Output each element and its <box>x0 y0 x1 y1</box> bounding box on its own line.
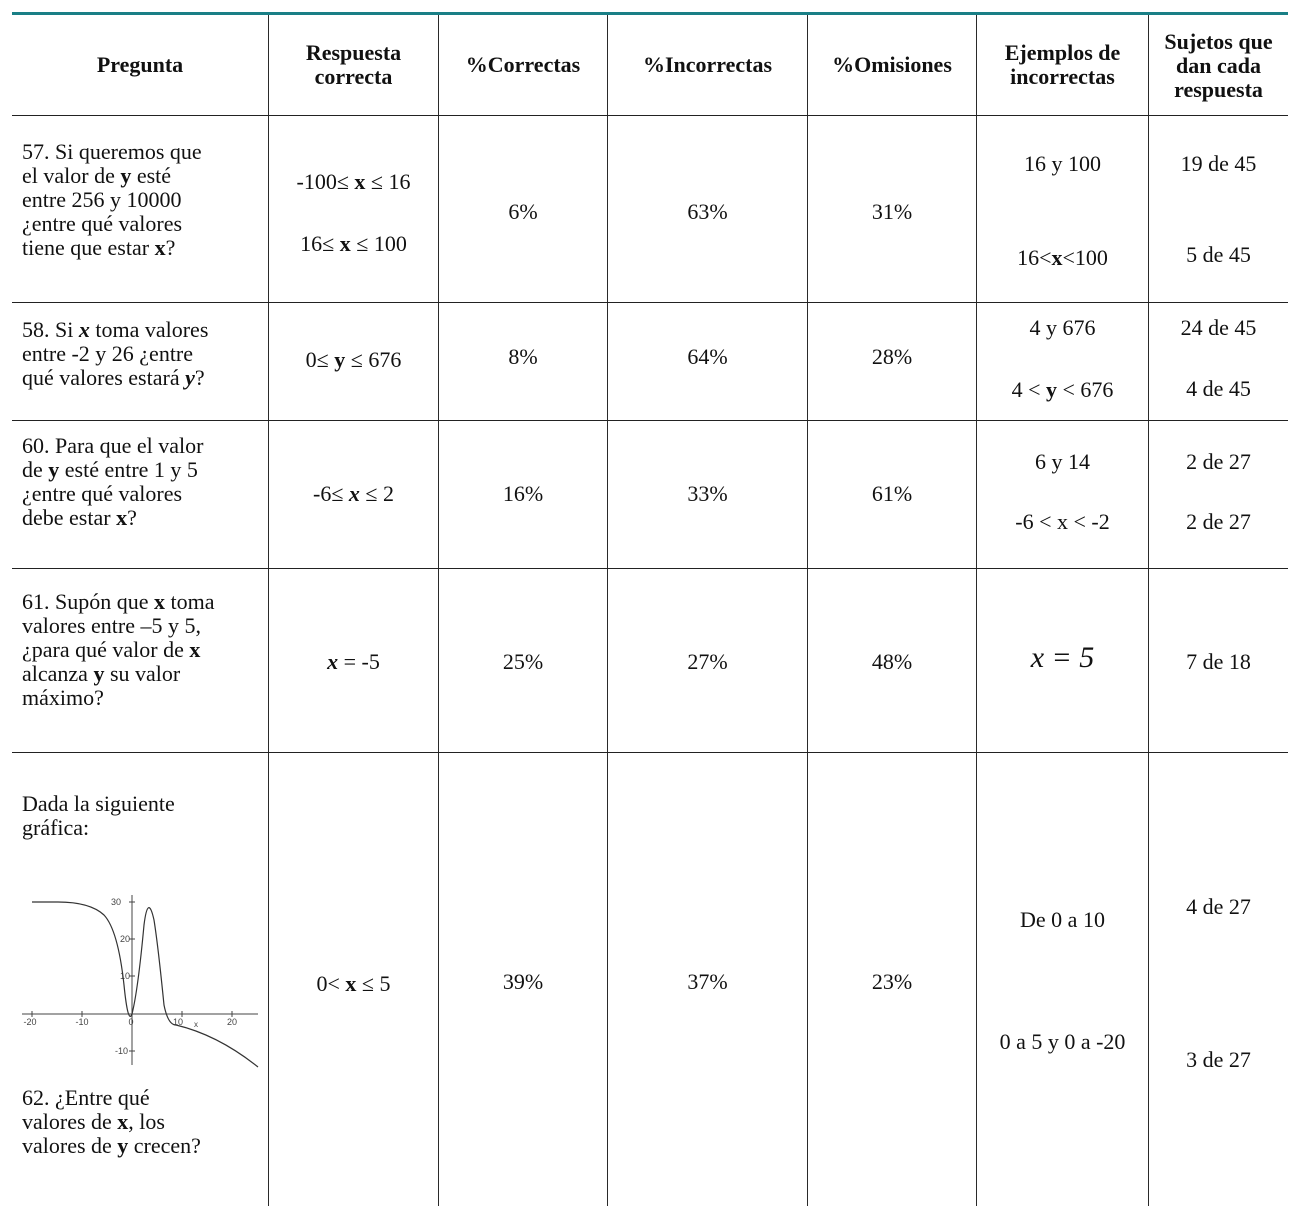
row-divider <box>12 752 1288 753</box>
ejemplo-62-b: 0 a 5 y 0 a -20 <box>999 1029 1126 1054</box>
answer-57-a: -100≤ x ≤ 16 <box>296 169 411 194</box>
omisiones-57: 31% <box>871 199 913 224</box>
row-divider <box>12 115 1288 116</box>
sujetos-62-b: 3 de 27 <box>1186 1047 1251 1072</box>
graph-x-tick: -10 <box>75 1017 88 1027</box>
row-divider <box>12 302 1288 303</box>
column-divider <box>976 15 977 1206</box>
omisiones-58: 28% <box>871 344 913 369</box>
answer-60: -6≤ x ≤ 2 <box>313 481 394 506</box>
answer-58: 0≤ y ≤ 676 <box>305 347 402 372</box>
column-divider <box>438 15 439 1206</box>
omisiones-62: 23% <box>871 969 913 994</box>
row-divider <box>12 420 1288 421</box>
header-omisiones: %Omisiones <box>832 52 952 77</box>
sujetos-60-b: 2 de 27 <box>1186 509 1251 534</box>
ejemplo-58-b: 4 < y < 676 <box>1011 377 1114 402</box>
graph-y-tick: 10 <box>120 971 130 981</box>
sujetos-58-b: 4 de 45 <box>1186 376 1251 401</box>
header-pregunta: Pregunta <box>96 52 184 77</box>
sujetos-61: 7 de 18 <box>1186 649 1251 674</box>
function-graph: -20 -10 0 10 20 x 30 20 10 -10 <box>22 895 259 1068</box>
question-58: 58. Si x toma valores entre -2 y 26 ¿ent… <box>22 317 209 390</box>
answer-57-b: 16≤ x ≤ 100 <box>300 231 407 256</box>
header-correctas: %Correctas <box>465 52 581 77</box>
ejemplo-60-a: 6 y 14 <box>1035 449 1090 474</box>
ejemplo-62-a: De 0 a 10 <box>1020 907 1105 932</box>
header-ejemplos: Ejemplos de incorrectas <box>1004 40 1121 89</box>
graph-x-label: x <box>194 1020 198 1029</box>
question-62: 62. ¿Entre qué valores de x, los valores… <box>22 1085 201 1158</box>
column-divider <box>807 15 808 1206</box>
ejemplo-58-a: 4 y 676 <box>1029 315 1096 340</box>
omisiones-60: 61% <box>871 481 913 506</box>
ejemplo-57-b: 16<x<100 <box>1017 245 1108 270</box>
answer-62: 0< x ≤ 5 <box>316 971 391 996</box>
column-divider <box>607 15 608 1206</box>
graph-y-tick: -10 <box>115 1046 128 1056</box>
header-sujetos: Sujetos que dan cada respuesta <box>1164 29 1273 102</box>
correctas-62: 39% <box>502 969 544 994</box>
correctas-61: 25% <box>502 649 544 674</box>
incorrectas-57: 63% <box>687 199 728 224</box>
header-respuesta-correcta: Respuesta correcta <box>305 40 402 89</box>
header-incorrectas: %Incorrectas <box>642 52 773 77</box>
column-divider <box>1148 15 1149 1206</box>
graph-x-tick: 0 <box>128 1017 133 1027</box>
incorrectas-61: 27% <box>687 649 728 674</box>
ejemplo-57-a: 16 y 100 <box>1024 151 1101 176</box>
incorrectas-62: 37% <box>687 969 728 994</box>
omisiones-61: 48% <box>871 649 913 674</box>
graph-y-tick: 20 <box>120 934 130 944</box>
question-61: 61. Supón que x toma valores entre –5 y … <box>22 589 215 710</box>
correctas-57: 6% <box>508 199 538 224</box>
graph-x-tick: 10 <box>173 1017 183 1027</box>
graph-y-tick: 30 <box>111 897 121 907</box>
correctas-60: 16% <box>502 481 544 506</box>
graph-x-tick: -20 <box>23 1017 36 1027</box>
question-62-intro: Dada la siguiente gráfica: <box>22 791 175 840</box>
question-60: 60. Para que el valor de y esté entre 1 … <box>22 433 204 530</box>
graph-curve <box>32 901 259 1068</box>
incorrectas-60: 33% <box>687 481 728 506</box>
question-57: 57. Si queremos que el valor de y esté e… <box>22 139 202 260</box>
incorrectas-58: 64% <box>687 344 728 369</box>
row-divider <box>12 568 1288 569</box>
column-divider <box>268 15 269 1206</box>
ejemplo-61: x = 5 <box>1030 641 1095 674</box>
sujetos-58-a: 24 de 45 <box>1180 315 1257 340</box>
answer-61: x = -5 <box>327 649 380 674</box>
graph-x-tick: 20 <box>227 1017 237 1027</box>
correctas-58: 8% <box>508 344 538 369</box>
table-top-rule <box>12 12 1288 15</box>
sujetos-62-a: 4 de 27 <box>1186 894 1251 919</box>
sujetos-57-b: 5 de 45 <box>1186 242 1251 267</box>
sujetos-57-a: 19 de 45 <box>1180 151 1257 176</box>
sujetos-60-a: 2 de 27 <box>1186 449 1251 474</box>
ejemplo-60-b: -6 < x < -2 <box>1015 509 1110 534</box>
